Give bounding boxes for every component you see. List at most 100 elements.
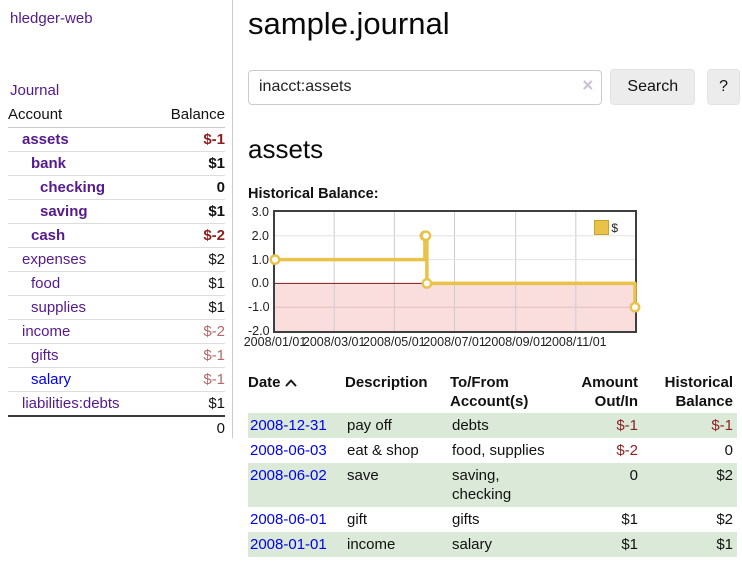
- account-link[interactable]: gifts: [31, 347, 59, 364]
- sidebar-account-row: assets $-1: [8, 127, 225, 152]
- account-link[interactable]: food: [31, 275, 61, 292]
- search-input[interactable]: [248, 69, 603, 105]
- account-link[interactable]: salary: [31, 371, 72, 388]
- account-link[interactable]: cash: [31, 227, 66, 244]
- transaction-historical-balance: $1: [716, 536, 733, 553]
- register-row: 2008-06-01 gift gifts $1 $2: [248, 507, 737, 532]
- sidebar-account-row: checking 0: [8, 175, 225, 200]
- x-axis-tick-label: 2008/05/01: [363, 335, 426, 349]
- transaction-date-cell: 2008-06-03: [248, 438, 345, 463]
- account-name-cell: gifts: [8, 343, 155, 368]
- transaction-accounts: saving, checking: [452, 467, 512, 503]
- balance-column-header: Balance: [154, 103, 225, 128]
- transaction-accounts: food, supplies: [452, 442, 545, 459]
- register-table-header: Date Description To/From Account(s) Amou…: [248, 371, 737, 413]
- account-balance: 0: [154, 175, 225, 200]
- register-table-body: 2008-12-31 pay off debts $-1 $-1 2008-06-03 ea…: [248, 413, 737, 557]
- transaction-amount: $-1: [616, 417, 638, 434]
- y-axis-tick-label: -1.0: [248, 300, 270, 315]
- transaction-description: save: [347, 467, 379, 484]
- sort-asc-icon: [285, 373, 297, 392]
- transaction-amount: $1: [621, 536, 638, 553]
- transaction-accounts: debts: [452, 417, 489, 434]
- help-button[interactable]: ?: [707, 69, 740, 105]
- sidebar-total-row: 0: [8, 415, 225, 440]
- transaction-historical-balance: $-1: [711, 417, 733, 434]
- account-balance: $1: [154, 391, 225, 417]
- total-balance: 0: [154, 415, 225, 440]
- sidebar-account-row: gifts $-1: [8, 343, 225, 368]
- account-name-cell: bank: [8, 151, 155, 176]
- account-table-header: Account Balance: [8, 103, 225, 128]
- y-axis-tick-label: 2.0: [251, 228, 269, 243]
- date-column-header[interactable]: Date: [248, 371, 345, 413]
- sidebar-account-row: liabilities:debts $1: [8, 391, 225, 417]
- chart-canvas: [269, 212, 641, 331]
- account-link[interactable]: checking: [40, 179, 106, 196]
- chart-title: Historical Balance:: [248, 186, 379, 202]
- transaction-description: income: [347, 536, 396, 553]
- transaction-date-link[interactable]: 2008-12-31: [250, 417, 327, 434]
- transaction-amount: $1: [621, 511, 638, 528]
- account-name-cell: income: [8, 319, 155, 344]
- amount-column-header: Amount Out/In: [581, 374, 638, 410]
- account-link[interactable]: assets: [22, 131, 69, 148]
- y-axis-tick-label: 0.0: [251, 276, 269, 291]
- transaction-description: gift: [347, 511, 368, 528]
- transaction-date-link[interactable]: 2008-01-01: [250, 536, 327, 553]
- transaction-accounts: salary: [452, 536, 493, 553]
- x-axis-tick-label: 2008/07/01: [423, 335, 486, 349]
- account-balance: $1: [154, 271, 225, 296]
- chart-plot-area: $: [269, 210, 641, 333]
- account-name-cell: assets: [8, 127, 155, 152]
- historical-column-header: Historical Balance: [664, 374, 733, 410]
- account-balance: $-2: [154, 223, 225, 248]
- register-row: 2008-01-01 income salary $1 $1: [248, 532, 737, 557]
- legend-swatch-icon: [594, 220, 610, 235]
- account-name-cell: checking: [8, 175, 155, 200]
- account-link[interactable]: bank: [31, 155, 67, 172]
- register-table: Date Description To/From Account(s) Amou…: [248, 371, 737, 557]
- transaction-description: eat & shop: [347, 442, 419, 459]
- register-row: 2008-06-03 eat & shop food, supplies $-2 0: [248, 438, 737, 463]
- sidebar-item-journal[interactable]: Journal: [10, 82, 60, 99]
- transaction-accounts: gifts: [452, 511, 480, 528]
- sidebar-account-row: bank $1: [8, 151, 225, 176]
- account-link[interactable]: liabilities:debts: [22, 395, 120, 412]
- x-axis-tick-label: 2008/09/01: [484, 335, 547, 349]
- page-title: sample.journal: [248, 6, 450, 41]
- transaction-historical-balance: 0: [724, 442, 733, 459]
- transaction-date-link[interactable]: 2008-06-03: [250, 442, 327, 459]
- transaction-date-cell: 2008-06-02: [248, 463, 345, 507]
- account-name-cell: cash: [8, 223, 155, 248]
- sidebar-account-row: food $1: [8, 271, 225, 296]
- account-link[interactable]: supplies: [31, 299, 87, 316]
- account-balance-table: Account Balance assets $-1 bank $1 checking 0…: [8, 103, 225, 440]
- x-axis-tick-label: 2008/01/01: [243, 335, 307, 349]
- sidebar-account-row: salary $-1: [8, 367, 225, 392]
- search-button[interactable]: Search: [610, 69, 696, 105]
- main-content: sample.journal × Search ? assets Histori…: [244, 0, 740, 557]
- transaction-date-link[interactable]: 2008-06-01: [250, 511, 327, 528]
- transaction-description: pay off: [347, 417, 392, 434]
- transaction-amount: $-2: [616, 442, 638, 459]
- legend-series-label: $: [611, 220, 618, 235]
- account-balance: $-1: [154, 343, 225, 368]
- account-link[interactable]: income: [22, 323, 71, 340]
- y-axis-tick-label: -2.0: [248, 324, 270, 338]
- transaction-date-link[interactable]: 2008-06-02: [250, 467, 327, 484]
- sidebar-account-row: cash $-2: [8, 223, 225, 248]
- x-axis-tick-label: 2008/11/01: [544, 335, 607, 349]
- clear-search-icon[interactable]: ×: [582, 75, 594, 97]
- sidebar: hledger-web Journal Account Balance asse…: [0, 0, 233, 440]
- account-balance: $-2: [154, 319, 225, 344]
- transaction-date-cell: 2008-06-01: [248, 507, 345, 532]
- account-link[interactable]: expenses: [22, 251, 87, 268]
- x-axis-tick-label: 2008/03/01: [302, 335, 366, 349]
- account-column-header: Account: [8, 103, 155, 128]
- app-brand-link[interactable]: hledger-web: [10, 10, 93, 27]
- account-balance: $1: [154, 199, 225, 224]
- sidebar-account-row: income $-2: [8, 319, 225, 344]
- account-link[interactable]: saving: [40, 203, 88, 220]
